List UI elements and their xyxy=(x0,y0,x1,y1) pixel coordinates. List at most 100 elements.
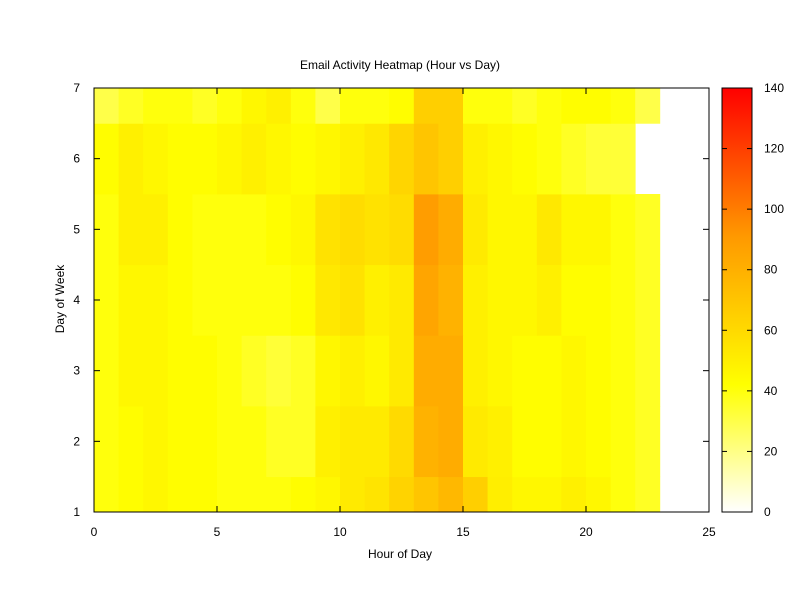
y-tick-label: 2 xyxy=(73,434,80,448)
heatmap-cell xyxy=(192,406,218,478)
y-tick-label: 6 xyxy=(73,152,80,166)
heatmap-cell xyxy=(586,88,611,124)
heatmap-cell xyxy=(266,476,292,513)
heatmap-cell xyxy=(192,335,218,407)
heatmap-cell xyxy=(561,88,587,124)
chart-title: Email Activity Heatmap (Hour vs Day) xyxy=(300,58,500,72)
heatmap-cell xyxy=(389,88,415,124)
heatmap-cell xyxy=(167,264,193,336)
heatmap-cell xyxy=(463,264,488,336)
colorbar-tick-label: 80 xyxy=(764,263,778,277)
heatmap-cell xyxy=(94,88,119,124)
heatmap-cell xyxy=(217,264,242,336)
heatmap-cell xyxy=(586,335,611,407)
heatmap-cell xyxy=(463,335,488,407)
heatmap-cell xyxy=(143,406,169,478)
heatmap-cell xyxy=(167,88,193,124)
heatmap-cell xyxy=(364,194,390,266)
heatmap-cell xyxy=(143,264,169,336)
heatmap-cell xyxy=(610,476,636,513)
heatmap-cell xyxy=(536,264,562,336)
heatmap-cell xyxy=(512,88,538,124)
heatmap-cell xyxy=(340,88,365,124)
heatmap-cell xyxy=(364,264,390,336)
heatmap-cell xyxy=(118,406,144,478)
heatmap-cell xyxy=(315,123,341,195)
heatmap-cell xyxy=(290,264,316,336)
heatmap-cell xyxy=(463,194,488,266)
heatmap-cell xyxy=(487,88,513,124)
heatmap-cell xyxy=(340,194,365,266)
heatmap-cell xyxy=(586,476,611,513)
heatmap-cell xyxy=(487,335,513,407)
heatmap-cell xyxy=(290,335,316,407)
heatmap-cell xyxy=(192,476,218,513)
heatmap-cell xyxy=(389,123,415,195)
heatmap-cell xyxy=(266,335,292,407)
heatmap-cell xyxy=(438,406,464,478)
heatmap-cell xyxy=(610,88,636,124)
heatmap-cell xyxy=(315,194,341,266)
colorbar-tick-label: 100 xyxy=(764,202,784,216)
heatmap-cell xyxy=(217,335,242,407)
colorbar-axis: 0 20 40 60 80 100 120 140 xyxy=(722,81,784,519)
heatmap-cell xyxy=(315,476,341,513)
heatmap-cell xyxy=(438,476,464,513)
heatmap-cell xyxy=(315,406,341,478)
x-tick-label: 10 xyxy=(333,525,347,539)
heatmap-cell xyxy=(463,123,488,195)
heatmap-cell xyxy=(536,476,562,513)
x-tick-label: 0 xyxy=(91,525,98,539)
x-axis-label: Hour of Day xyxy=(368,547,432,561)
heatmap-cell xyxy=(118,476,144,513)
heatmap-cell xyxy=(290,194,316,266)
heatmap-cell xyxy=(586,194,611,266)
y-tick-label: 5 xyxy=(73,222,80,236)
x-tick-label: 15 xyxy=(456,525,470,539)
colorbar-tick-label: 120 xyxy=(764,142,784,156)
heatmap-cell xyxy=(561,264,587,336)
heatmap-cell xyxy=(438,88,464,124)
heatmap-cell xyxy=(463,476,488,513)
heatmap-cell xyxy=(266,406,292,478)
heatmap-cell xyxy=(167,123,193,195)
heatmap-cell xyxy=(561,406,587,478)
heatmap-cell xyxy=(364,476,390,513)
heatmap-cell xyxy=(413,194,439,266)
heatmap-cell xyxy=(610,335,636,407)
heatmap-cell xyxy=(463,88,488,124)
heatmap-cell xyxy=(561,335,587,407)
heatmap-cell xyxy=(364,406,390,478)
heatmap-cell xyxy=(512,335,538,407)
heatmap-cell xyxy=(290,406,316,478)
heatmap-cell xyxy=(487,123,513,195)
heatmap-cell xyxy=(364,88,390,124)
heatmap-cell xyxy=(167,194,193,266)
heatmap-cell xyxy=(143,335,169,407)
y-tick-label: 4 xyxy=(73,293,80,307)
heatmap-cell xyxy=(413,476,439,513)
heatmap-cell xyxy=(413,335,439,407)
x-axis: 0 5 10 15 20 25 xyxy=(91,88,716,539)
x-tick-label: 20 xyxy=(579,525,593,539)
heatmap-cell xyxy=(536,335,562,407)
heatmap-cell xyxy=(561,123,587,195)
heatmap-cell xyxy=(167,476,193,513)
y-tick-label: 1 xyxy=(73,505,80,519)
heatmap-cell xyxy=(512,476,538,513)
heatmap-cell xyxy=(167,406,193,478)
heatmap-cell xyxy=(118,335,144,407)
heatmap-cell xyxy=(610,194,636,266)
x-tick-label: 25 xyxy=(702,525,716,539)
heatmap-cell xyxy=(241,335,267,407)
heatmap-cell xyxy=(438,194,464,266)
heatmap-cell xyxy=(266,264,292,336)
y-axis: 1 2 3 4 5 6 7 xyxy=(73,81,709,519)
heatmap-cell xyxy=(290,88,316,124)
heatmap-cell xyxy=(340,335,365,407)
heatmap-cell xyxy=(241,264,267,336)
heatmap-cell xyxy=(143,88,169,124)
heatmap-cell xyxy=(536,88,562,124)
heatmap-cell xyxy=(217,88,242,124)
heatmap-cell xyxy=(536,194,562,266)
